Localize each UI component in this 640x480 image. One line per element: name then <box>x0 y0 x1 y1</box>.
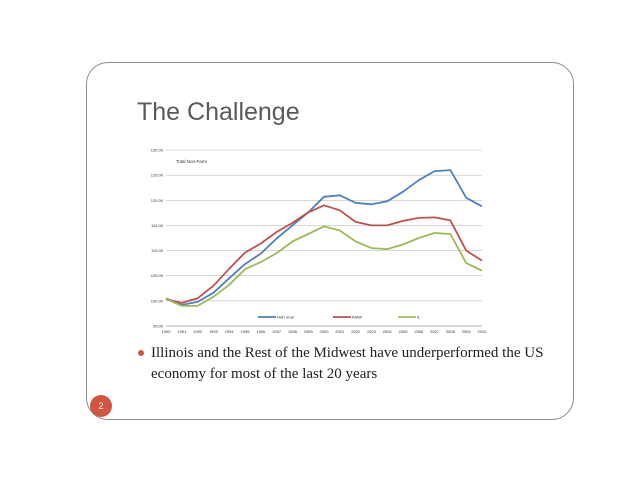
slide-frame <box>86 62 574 420</box>
x-tick-label: 1997 <box>272 329 282 334</box>
x-tick-label: 2008 <box>446 329 456 334</box>
x-tick-label: 2007 <box>430 329 440 334</box>
y-tick-label: 100.00 <box>151 298 164 303</box>
x-tick-label: 2000 <box>320 329 330 334</box>
x-tick-label: 1993 <box>209 329 219 334</box>
x-tick-label: 1996 <box>256 329 266 334</box>
legend-label: IL <box>417 315 421 320</box>
y-tick-label: 105.00 <box>151 273 164 278</box>
series-line <box>165 169 483 306</box>
x-tick-label: 2003 <box>367 329 377 334</box>
bullet-marker <box>138 350 144 356</box>
y-tick-label: 130.00 <box>151 148 164 153</box>
series-line <box>165 225 483 307</box>
x-tick-label: 1994 <box>225 329 235 334</box>
x-tick-label: 2010 <box>478 329 488 334</box>
chart-container: 95.00 100.00 105.00 110.00 115.00 120.00 125.0… <box>140 142 500 342</box>
legend-label: Nat'l onal <box>277 315 294 320</box>
bullet-text: Illinois and the Rest of the Midwest hav… <box>151 345 544 382</box>
y-tick-label: 115.00 <box>151 223 164 228</box>
x-tick-label: 1991 <box>177 329 187 334</box>
y-tick-label: 95.00 <box>153 324 164 329</box>
x-tick-label: 2001 <box>335 329 345 334</box>
x-tick-label: 1999 <box>304 329 314 334</box>
chart-title: Total Non-Farm <box>176 159 207 164</box>
x-tick-label: 1992 <box>193 329 203 334</box>
bullet-point: Illinois and the Rest of the Midwest hav… <box>138 343 558 385</box>
x-tick-label: 1990 <box>162 329 172 334</box>
x-tick-label: 2009 <box>462 329 472 334</box>
legend-label: RMW <box>352 315 362 320</box>
series-line <box>165 204 483 304</box>
y-tick-label: 120.00 <box>151 198 164 203</box>
x-tick-label: 1998 <box>288 329 298 334</box>
y-tick-label: 125.00 <box>151 173 164 178</box>
x-tick-label: 1995 <box>241 329 251 334</box>
x-tick-label: 2006 <box>414 329 424 334</box>
x-tick-label: 2005 <box>399 329 409 334</box>
line-chart: 95.00 100.00 105.00 110.00 115.00 120.00 125.0… <box>151 148 488 335</box>
y-tick-label: 110.00 <box>151 248 164 253</box>
x-tick-label: 2002 <box>351 329 361 334</box>
page-number-badge: 2 <box>90 395 112 417</box>
x-tick-label: 2004 <box>383 329 393 334</box>
slide-title: The Challenge <box>137 98 300 126</box>
